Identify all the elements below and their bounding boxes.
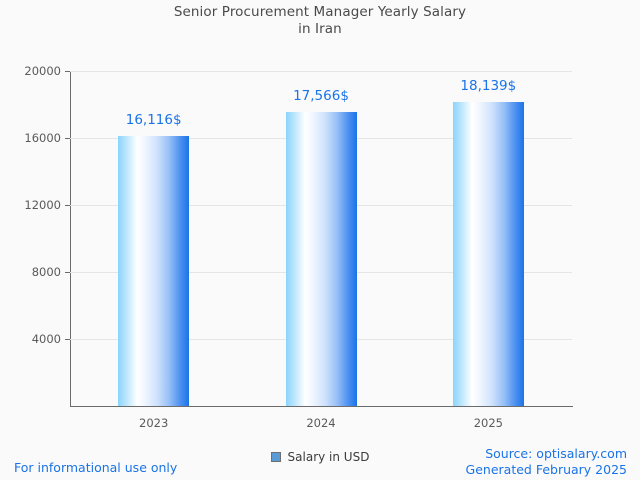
y-axis-tick: [65, 138, 70, 139]
y-axis-tick-label: 16000: [24, 131, 61, 145]
y-axis-tick: [65, 205, 70, 206]
y-axis-tick: [65, 272, 70, 273]
y-axis-tick-label: 12000: [24, 198, 61, 212]
y-axis-line: [70, 71, 71, 407]
gridline: 20000: [24, 64, 572, 78]
x-axis-tick-label: 2023: [139, 416, 169, 430]
x-axis-tick-label: 2025: [473, 416, 503, 430]
footer-generated-line: Generated February 2025: [465, 462, 627, 477]
footer-disclaimer: For informational use only: [14, 460, 178, 475]
y-axis-tick: [65, 339, 70, 340]
chart-title: Senior Procurement Manager Yearly Salary…: [0, 4, 640, 38]
bar-2023[interactable]: 16,116$ 2023: [118, 112, 190, 430]
bar-value-label: 16,116$: [125, 112, 182, 129]
footer-source-line: Source: optisalary.com: [485, 446, 627, 461]
bar-value-label: 17,566$: [293, 87, 349, 104]
y-axis-tick-label: 8000: [31, 265, 61, 279]
bar-value-label: 18,139$: [460, 78, 517, 95]
chart-title-line2: in Iran: [298, 21, 342, 37]
footer-source: Source: optisalary.com Generated Februar…: [466, 446, 627, 478]
legend-swatch-icon: [270, 452, 281, 462]
chart-title-line1: Senior Procurement Manager Yearly Salary: [173, 4, 467, 20]
y-axis-tick-label: 20000: [24, 64, 61, 78]
y-axis-tick: [65, 71, 70, 72]
x-axis-line: [70, 406, 573, 407]
y-axis-tick-label: 4000: [31, 332, 61, 346]
plot-area: 4000 8000 12000 16000 20000 16,116$ 2023 17,566…: [24, 64, 572, 430]
chart-legend: Salary in USD: [0, 450, 640, 464]
bar-2024[interactable]: 17,566$ 2024: [285, 88, 357, 430]
legend-label: Salary in USD: [287, 450, 370, 464]
x-axis-tick-label: 2024: [306, 416, 336, 430]
bar-2025[interactable]: 18,139$ 2025: [452, 78, 524, 430]
